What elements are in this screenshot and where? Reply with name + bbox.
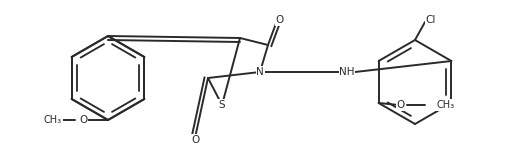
Text: N: N	[256, 67, 264, 77]
Text: O: O	[397, 100, 405, 110]
Text: O: O	[191, 135, 199, 145]
Text: NH: NH	[339, 67, 355, 77]
Text: Cl: Cl	[426, 15, 436, 25]
Text: CH₃: CH₃	[437, 100, 455, 110]
Text: O: O	[79, 115, 87, 125]
Text: CH₃: CH₃	[44, 115, 62, 125]
Text: S: S	[219, 100, 226, 110]
Text: O: O	[276, 15, 284, 25]
